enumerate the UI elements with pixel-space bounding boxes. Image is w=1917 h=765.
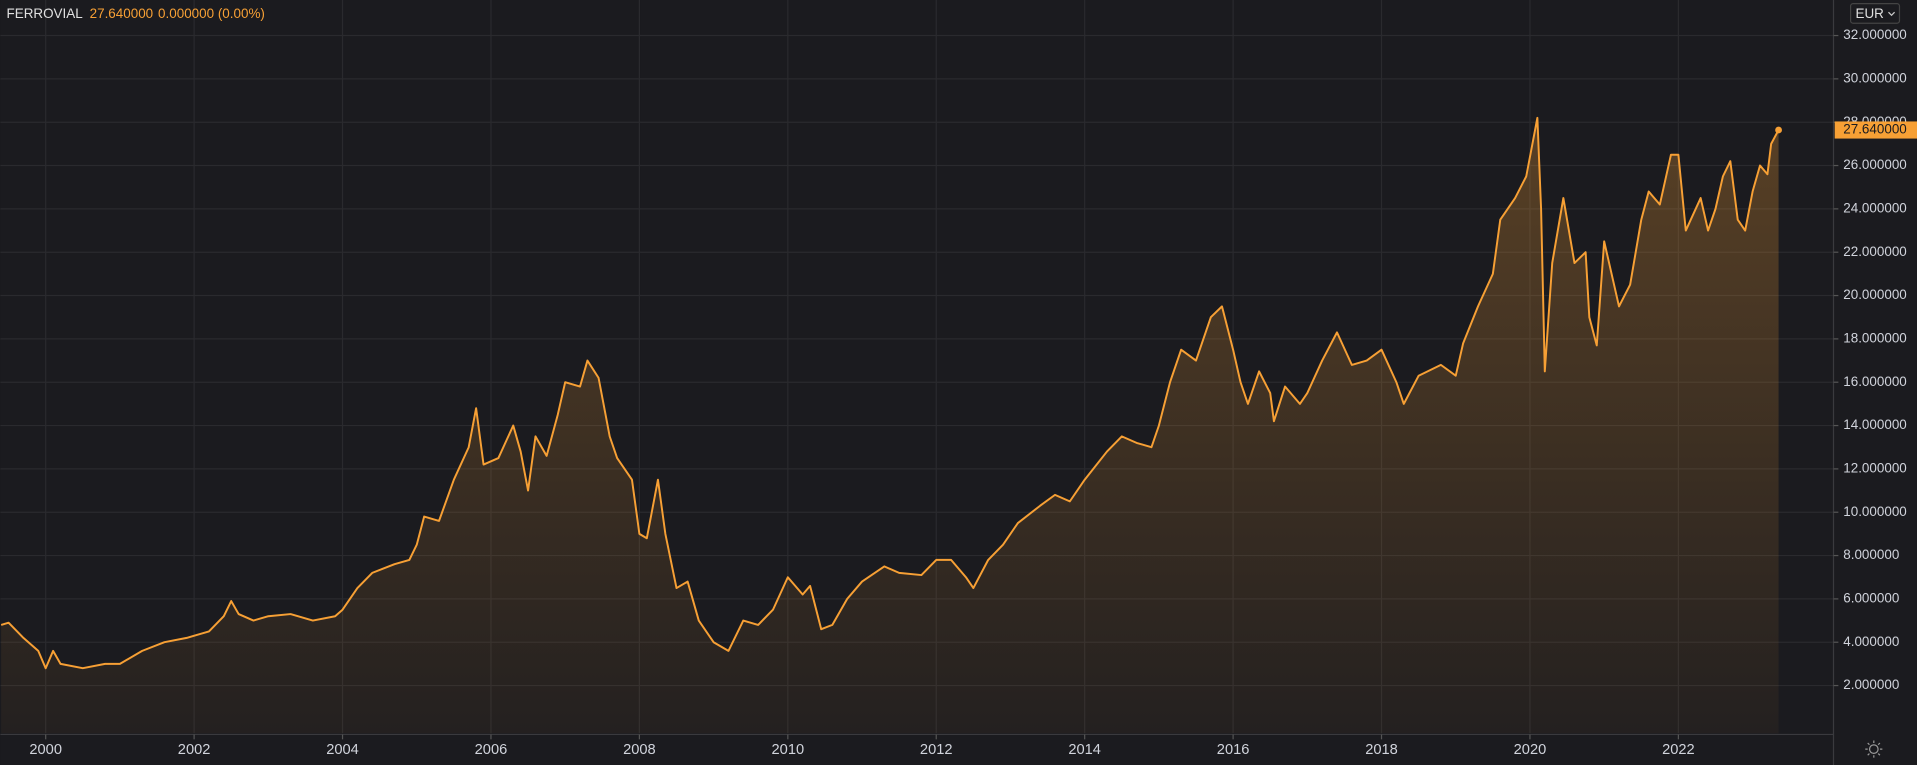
y-tick-label: 16.000000 — [1843, 374, 1907, 389]
x-tick-label: 2020 — [1514, 742, 1547, 758]
y-tick-label: 4.000000 — [1843, 634, 1899, 649]
x-tick-label: 2000 — [29, 742, 62, 758]
settings-icon-rays[interactable] — [1865, 740, 1883, 758]
settings-icon[interactable] — [1865, 740, 1883, 758]
y-tick-label: 30.000000 — [1843, 70, 1907, 85]
header-price: 27.640000 — [90, 6, 154, 21]
x-tick-label: 2006 — [475, 742, 508, 758]
x-tick-label: 2022 — [1662, 742, 1695, 758]
last-point — [1775, 126, 1782, 134]
y-tick-label: 2.000000 — [1843, 677, 1899, 692]
x-tick-label: 2002 — [178, 742, 211, 758]
plot — [0, 116, 1782, 734]
x-tick-label: 2016 — [1217, 742, 1250, 758]
currency-button-frame[interactable] — [1849, 3, 1901, 24]
x-tick-label: 2014 — [1068, 742, 1101, 758]
y-tick-label: 8.000000 — [1843, 547, 1899, 562]
x-tick-label: 2018 — [1365, 742, 1398, 758]
y-tick-label: 12.000000 — [1843, 460, 1907, 475]
last-price-tag — [1834, 121, 1917, 139]
price-line — [0, 116, 1780, 670]
y-tick-label: 6.000000 — [1843, 590, 1899, 605]
y-tick-label: 22.000000 — [1843, 244, 1907, 259]
header-change: 0.000000 (0.00%) — [158, 6, 265, 21]
settings-icon-core[interactable] — [1868, 744, 1879, 755]
last-price-label: 27.640000 — [1843, 122, 1907, 137]
y-tick-label: 20.000000 — [1843, 287, 1907, 302]
x-tick-label: 2010 — [772, 742, 805, 758]
currency-label[interactable]: EUR — [1855, 6, 1884, 21]
y-tick-label: 14.000000 — [1843, 417, 1907, 432]
y-tick-label: 32.000000 — [1843, 27, 1907, 42]
currency-caret[interactable] — [1888, 11, 1896, 17]
y-tick-label: 24.000000 — [1843, 200, 1907, 215]
y-tick-label: 26.000000 — [1843, 157, 1907, 172]
x-tick-label: 2004 — [326, 742, 359, 758]
area-fill — [1, 117, 1779, 734]
y-tick-label: 10.000000 — [1843, 504, 1907, 519]
x-tick-label: 2012 — [920, 742, 953, 758]
x-tick-label: 2008 — [623, 742, 656, 758]
symbol: FERROVIAL — [7, 6, 84, 21]
y-tick-label: 18.000000 — [1843, 330, 1907, 345]
currency-button[interactable]: EUR — [1849, 3, 1901, 24]
